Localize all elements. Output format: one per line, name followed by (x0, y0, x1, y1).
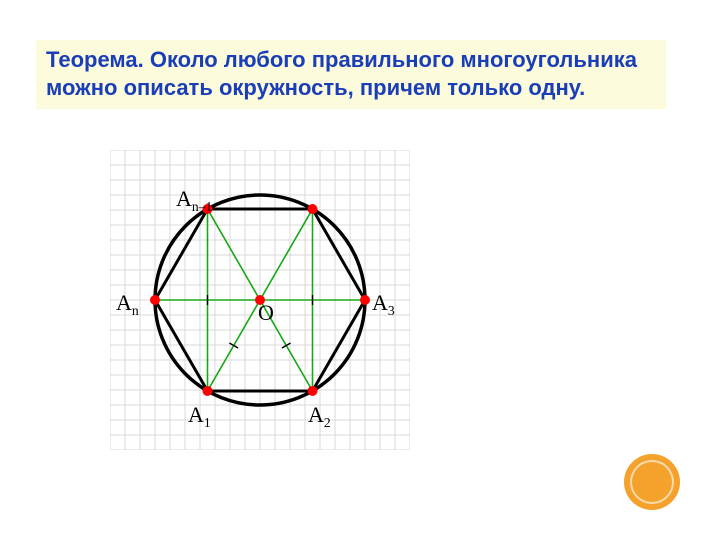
vertex-label: A3 (372, 290, 395, 319)
vertex-label: An (116, 290, 139, 319)
accent-circle-icon (624, 454, 680, 510)
vertex-label: O (258, 300, 274, 326)
vertex-label: An–1 (176, 186, 212, 215)
theorem-box: Теорема. Около любого правильного многоу… (36, 40, 666, 109)
vertex-label: A2 (308, 402, 331, 431)
geometry-diagram: An–1 A3 A2 A1 An O (110, 150, 410, 450)
vertex-label: A1 (188, 402, 211, 431)
theorem-text: Теорема. Около любого правильного многоу… (46, 46, 656, 101)
